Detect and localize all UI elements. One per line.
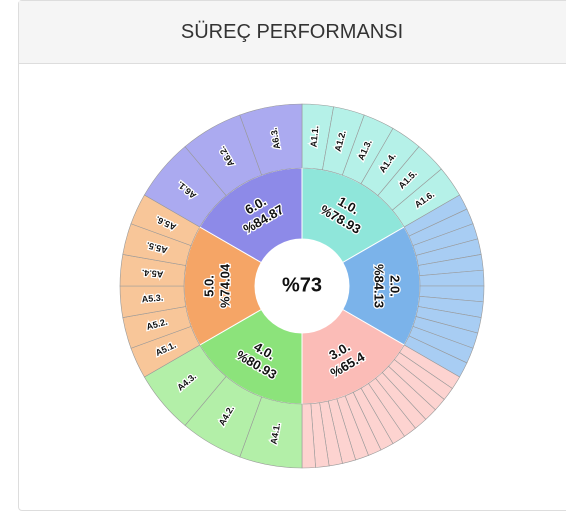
segment-name: 5.0. — [201, 275, 216, 297]
panel-header: SÜREÇ PERFORMANSI — [19, 1, 566, 64]
sub-segment-label: A5.3. — [141, 293, 163, 305]
center — [255, 239, 349, 333]
segment-label: 2.0.%84.13 — [370, 263, 404, 310]
sub-segment-label: A6.3. — [269, 127, 283, 150]
segment-name: 2.0. — [388, 275, 403, 297]
panel-title: SÜREÇ PERFORMANSI — [180, 20, 404, 43]
sub-segment — [239, 103, 303, 176]
panel: SÜREÇ PERFORMANSI — [18, 0, 566, 511]
center-label: %73 — [282, 274, 322, 296]
sub-segment-label: A5.4. — [141, 268, 163, 280]
sub-segment-label: A1.1. — [309, 125, 321, 147]
segment-value: %74.04 — [217, 263, 232, 308]
segment-value: %84.13 — [372, 264, 387, 308]
segment-label: 5.0. %74.04 — [200, 262, 234, 309]
